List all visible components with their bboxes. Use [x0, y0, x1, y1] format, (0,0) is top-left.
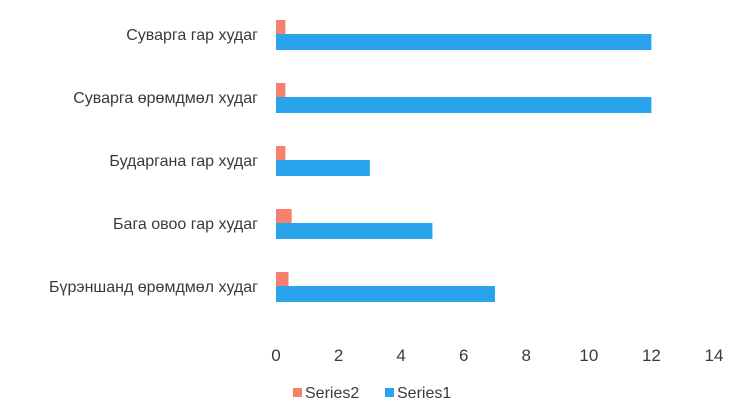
bar-series1 — [276, 286, 495, 302]
category-label: Бүрэншанд өрөмдмөл худаг — [49, 279, 258, 296]
bar-series2 — [276, 83, 286, 97]
bar-series2 — [276, 272, 289, 286]
legend-swatch — [293, 388, 302, 397]
x-tick-label: 8 — [522, 346, 531, 365]
x-tick-label: 2 — [334, 346, 343, 365]
bar-series2 — [276, 209, 292, 223]
legend-swatch — [385, 388, 394, 397]
x-tick-label: 0 — [271, 346, 280, 365]
x-tick-label: 12 — [642, 346, 661, 365]
category-label: Бударгана гар худаг — [109, 153, 258, 170]
x-tick-label: 4 — [396, 346, 405, 365]
bar-series2 — [276, 20, 286, 34]
x-tick-label: 10 — [579, 346, 598, 365]
category-label: Суварга өрөмдмөл худаг — [73, 90, 258, 107]
legend-label: Series1 — [397, 385, 451, 402]
bar-series1 — [276, 97, 652, 113]
category-label: Суварга гар худаг — [126, 27, 258, 44]
bar-series1 — [276, 223, 433, 239]
category-label: Бага овоо гар худаг — [113, 216, 258, 233]
x-tick-label: 6 — [459, 346, 468, 365]
x-tick-label: 14 — [705, 346, 724, 365]
bar-series2 — [276, 146, 286, 160]
bar-series1 — [276, 34, 652, 50]
bar-series1 — [276, 160, 370, 176]
legend-label: Series2 — [305, 385, 359, 402]
